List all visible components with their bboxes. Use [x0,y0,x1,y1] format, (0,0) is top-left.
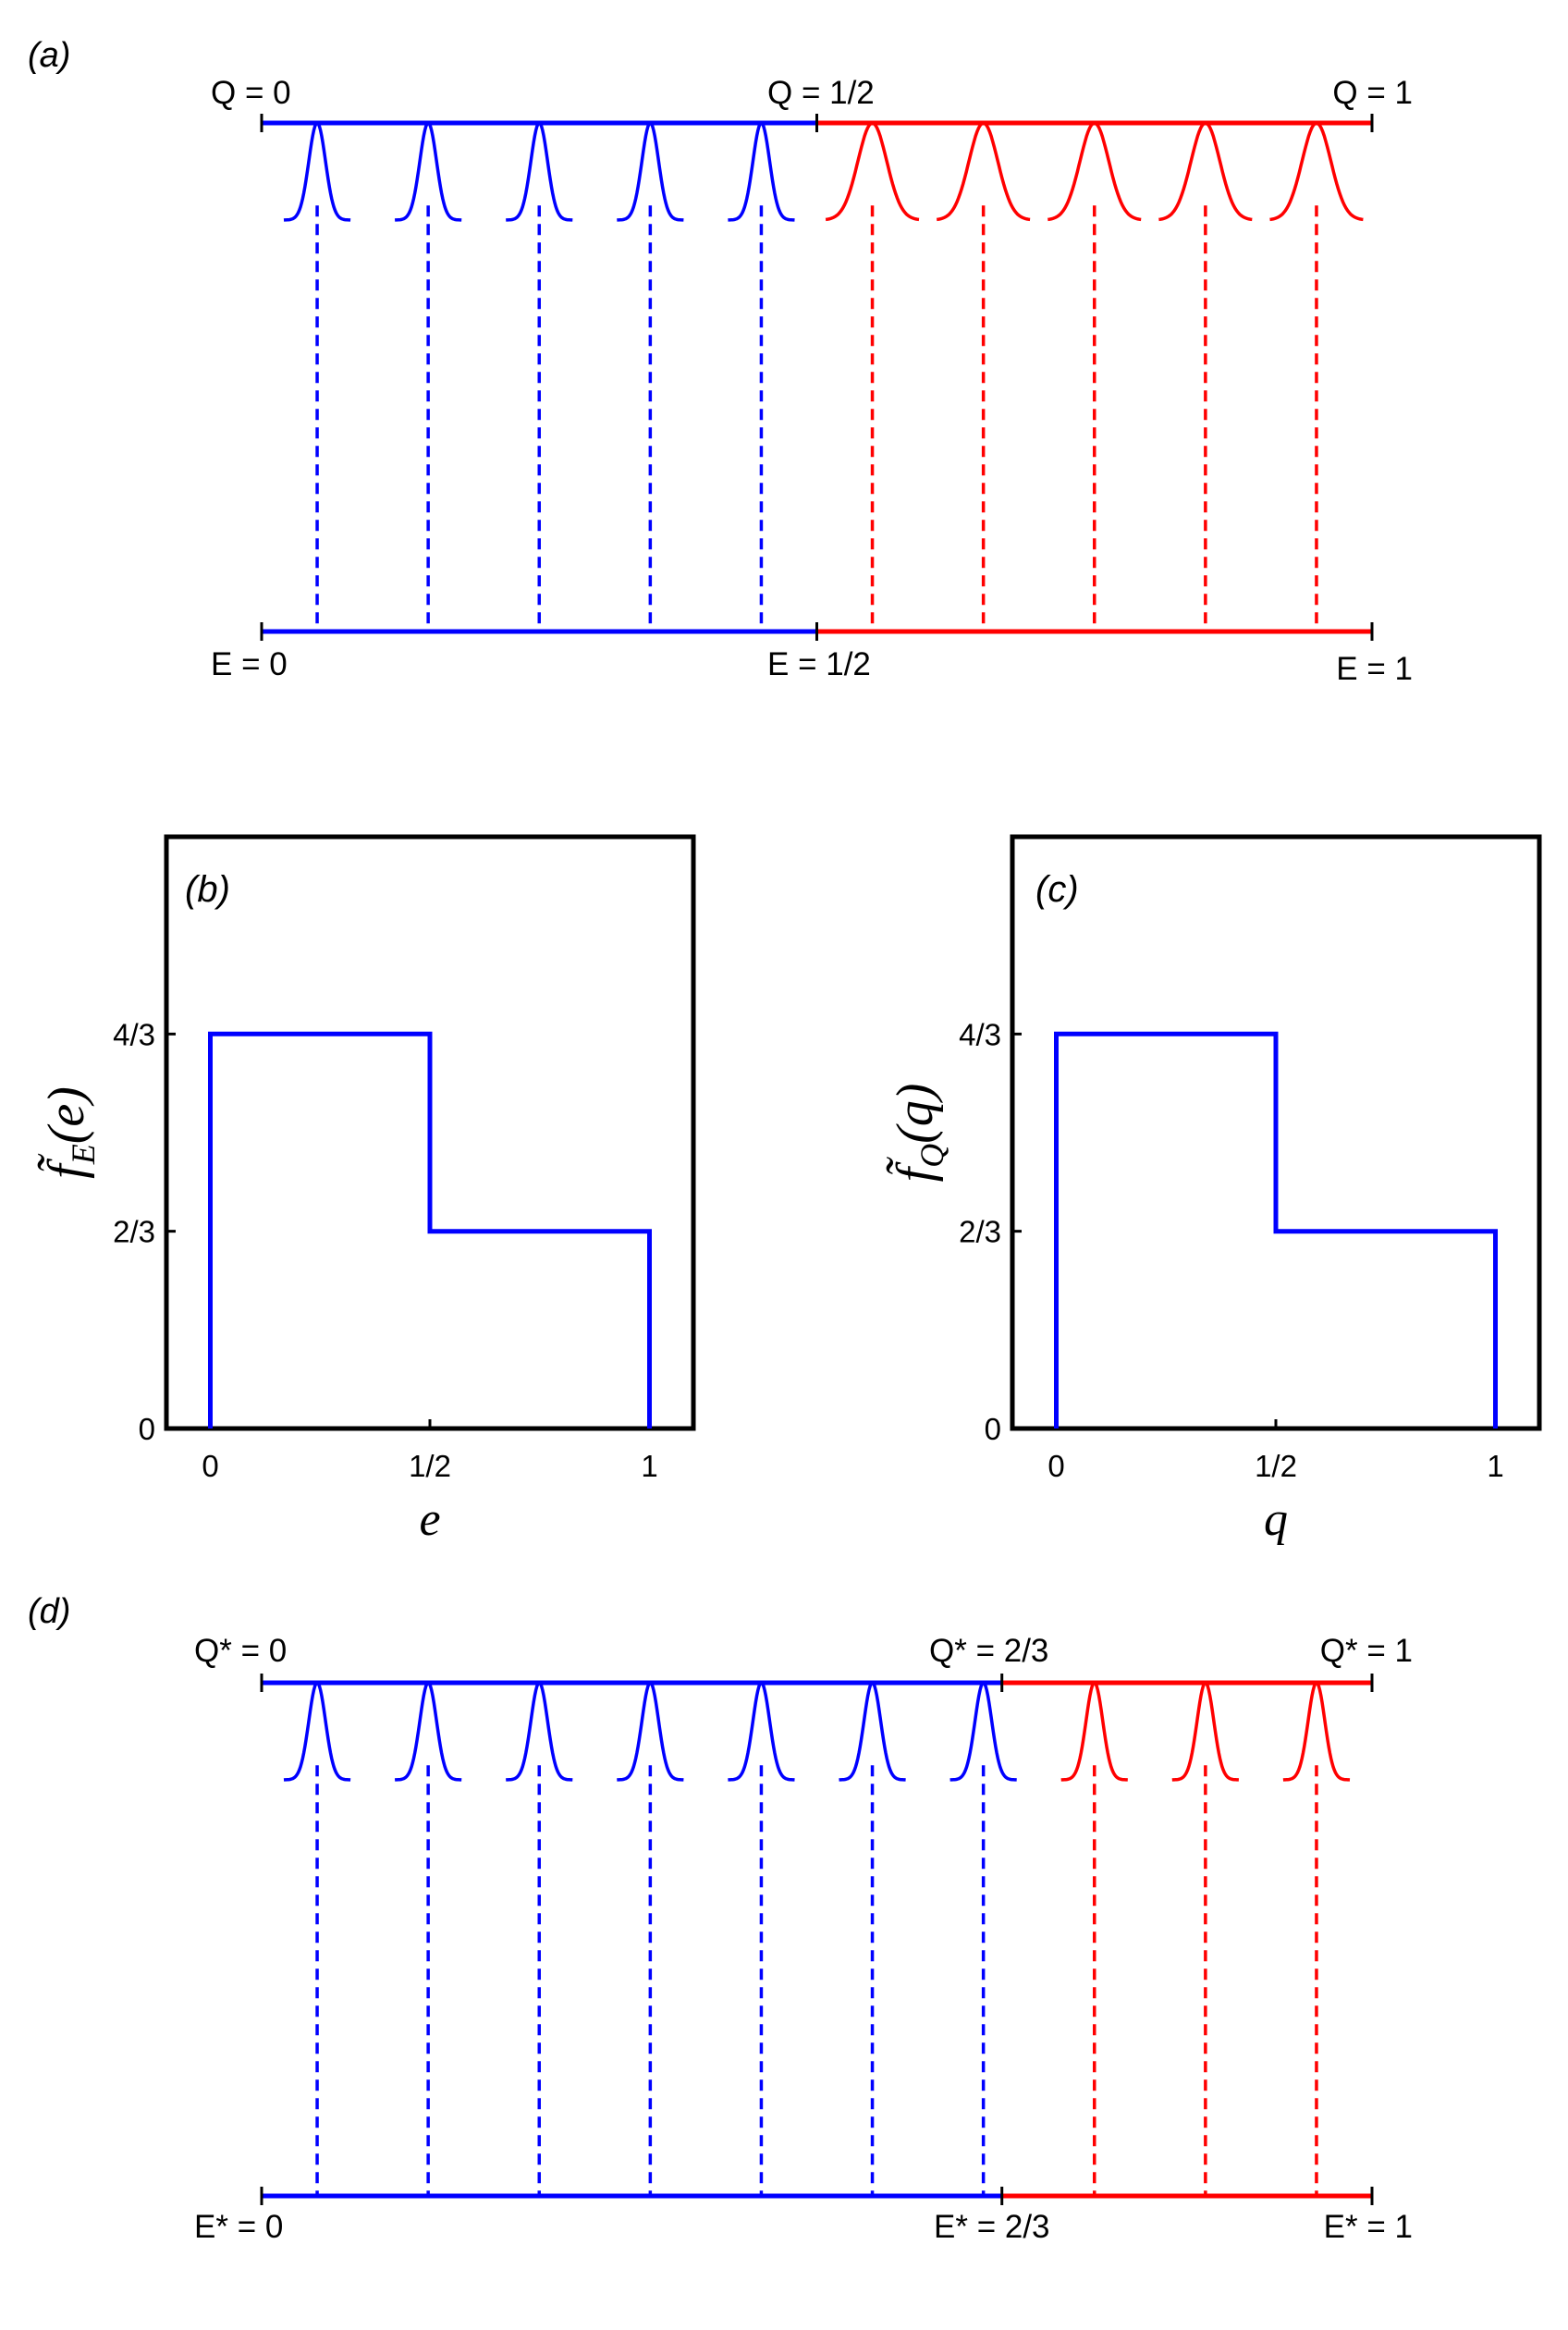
svg-text:f̃Q(q): f̃Q(q) [885,1084,950,1183]
panel-b-ylabel-sub: E [65,1144,102,1165]
panel-b: (b) 0 1/2 1 0 2/3 4/3 f̃E(e) e [36,834,696,1546]
panel-d-blue-curve [394,1680,462,1782]
panel-a-bottom-label-left: E = 0 [211,646,288,682]
panel-c-marks: 0 1/2 1 0 2/3 4/3 [959,1017,1504,1483]
panel-d-marks [260,1674,1374,2205]
panel-d-top-label-left: Q* = 0 [194,1633,287,1669]
panel-b-ytick-label-1: 2/3 [113,1215,155,1249]
panel-c-ylabel-sub: Q [913,1144,950,1168]
panel-d-blue-curve [839,1680,906,1782]
panel-a-blue-curve [506,120,573,222]
panel-b-ylabel: f̃E(e) [36,1086,102,1179]
panel-d: (d) Q* = 0 Q* = 2/3 Q* = 1 E* = 0 E* = 2… [28,1592,1413,2245]
panel-a-top-label-left: Q = 0 [211,75,291,111]
panel-b-xtick-label-2: 1 [641,1449,657,1483]
panel-a-red-curve [1047,121,1142,222]
panel-d-red-curve [1282,1680,1351,1782]
panel-d-bottom-label-right: E* = 1 [1324,2209,1413,2245]
panel-a-blue-curve [617,120,684,222]
panel-c-xtick-label-1: 1/2 [1255,1449,1297,1483]
panel-d-bottom-label-mid: E* = 2/3 [934,2209,1050,2245]
panel-c-ytick-label-2: 4/3 [959,1017,1001,1051]
panel-d-tag: (d) [28,1592,70,1631]
panel-a-top-label-mid: Q = 1/2 [767,75,875,111]
panel-d-red-curve [1060,1680,1128,1782]
panel-d-blue-curve [283,1680,351,1782]
panel-c: (c) 0 1/2 1 0 2/3 4/3 f̃Q(q) q [885,834,1542,1546]
panel-a-red-curve [825,121,920,222]
panel-c-xtick-label-2: 1 [1487,1449,1503,1483]
panel-b-marks: 0 1/2 1 0 2/3 4/3 [113,1017,658,1483]
panel-d-blue-curve [728,1680,795,1782]
panel-b-tag: (b) [185,869,230,910]
panel-d-bottom-label-left: E* = 0 [194,2209,283,2245]
panel-d-top-label-mid: Q* = 2/3 [929,1633,1048,1669]
panel-a: (a) Q = 0 Q = 1/2 Q = 1 E = 0 E = 1/2 E … [28,36,1413,687]
panel-a-tag: (a) [28,36,70,75]
panel-d-red-curve [1171,1680,1240,1782]
panel-a-marks [260,114,1374,641]
panel-d-blue-curve [506,1680,573,1782]
panel-b-ytick-label-0: 0 [139,1412,155,1446]
panel-c-xlabel: q [1264,1493,1288,1546]
panel-d-blue-curve [949,1680,1017,1782]
panel-a-bottom-label-right: E = 1 [1336,651,1413,687]
panel-a-red-curve [936,121,1031,222]
panel-c-ytick-label-0: 0 [985,1412,1001,1446]
panel-b-ylabel-arg: (e) [38,1086,95,1144]
panel-b-density-line [208,1031,652,1429]
panel-a-red-curve [1269,121,1364,222]
panel-b-xtick-label-0: 0 [202,1449,218,1483]
panel-a-top-label-right: Q = 1 [1332,75,1413,111]
panel-a-bottom-label-mid: E = 1/2 [767,646,871,682]
panel-a-blue-curve [283,120,351,222]
panel-c-ylabel: f̃Q(q) [885,1084,950,1183]
panel-c-xtick-label-0: 0 [1047,1449,1064,1483]
panel-c-density-line [1054,1031,1498,1429]
panel-b-xlabel: e [419,1493,440,1546]
panel-d-top-label-right: Q* = 1 [1320,1633,1413,1669]
panel-d-blue-curve [617,1680,684,1782]
panel-c-tag: (c) [1035,869,1079,910]
panel-b-xtick-label-1: 1/2 [409,1449,451,1483]
panel-a-red-curve [1158,121,1253,222]
panel-c-ytick-label-1: 2/3 [959,1215,1001,1249]
panel-a-blue-curve [728,120,795,222]
panel-a-blue-curve [394,120,462,222]
panel-c-ylabel-arg: (q) [887,1084,944,1144]
svg-text:f̃E(e): f̃E(e) [36,1086,102,1179]
panel-b-ytick-label-2: 4/3 [113,1017,155,1051]
